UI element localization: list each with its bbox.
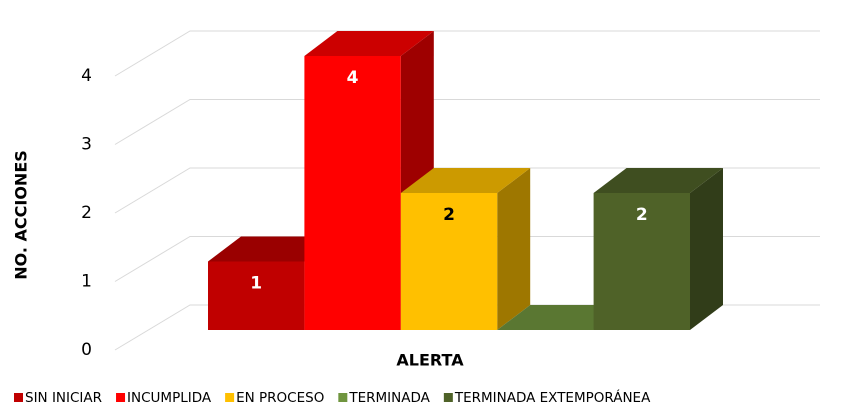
legend-swatch	[225, 393, 235, 402]
bar	[304, 56, 401, 330]
bar-side	[497, 168, 531, 330]
data-label: 4	[347, 68, 359, 88]
bar	[593, 193, 690, 330]
legend-label: TERMINADA	[348, 390, 430, 406]
legend-swatch	[14, 393, 23, 402]
bar	[208, 261, 305, 330]
data-label: 2	[636, 205, 648, 225]
legend-label: TERMINADA EXTEMPORÁNEA	[454, 389, 651, 406]
legend-swatch	[443, 393, 453, 402]
x-axis-label: ALERTA	[396, 351, 464, 370]
bar-side	[690, 168, 723, 330]
y-axis-title: NO. ACCIONES	[12, 150, 31, 280]
data-label: 2	[443, 205, 455, 225]
y-tick-label: 3	[81, 135, 92, 155]
grid-line	[114, 30, 820, 77]
grid-line	[114, 167, 820, 214]
bar-top	[593, 168, 723, 193]
bar-top	[400, 168, 531, 193]
data-label: 1	[250, 274, 262, 294]
legend-swatch	[116, 393, 126, 402]
y-tick-label: 4	[81, 66, 92, 86]
grid-line	[114, 99, 820, 145]
bar-top	[304, 31, 434, 56]
legend-label: INCUMPLIDA	[127, 390, 212, 406]
y-tick-label: 2	[81, 203, 92, 223]
y-tick-label: 0	[81, 340, 92, 360]
bar	[400, 193, 498, 330]
y-tick-label: 1	[81, 272, 92, 292]
legend-label: SIN INICIAR	[25, 390, 102, 406]
legend-label: EN PROCESO	[236, 390, 324, 406]
legend-swatch	[338, 393, 348, 402]
